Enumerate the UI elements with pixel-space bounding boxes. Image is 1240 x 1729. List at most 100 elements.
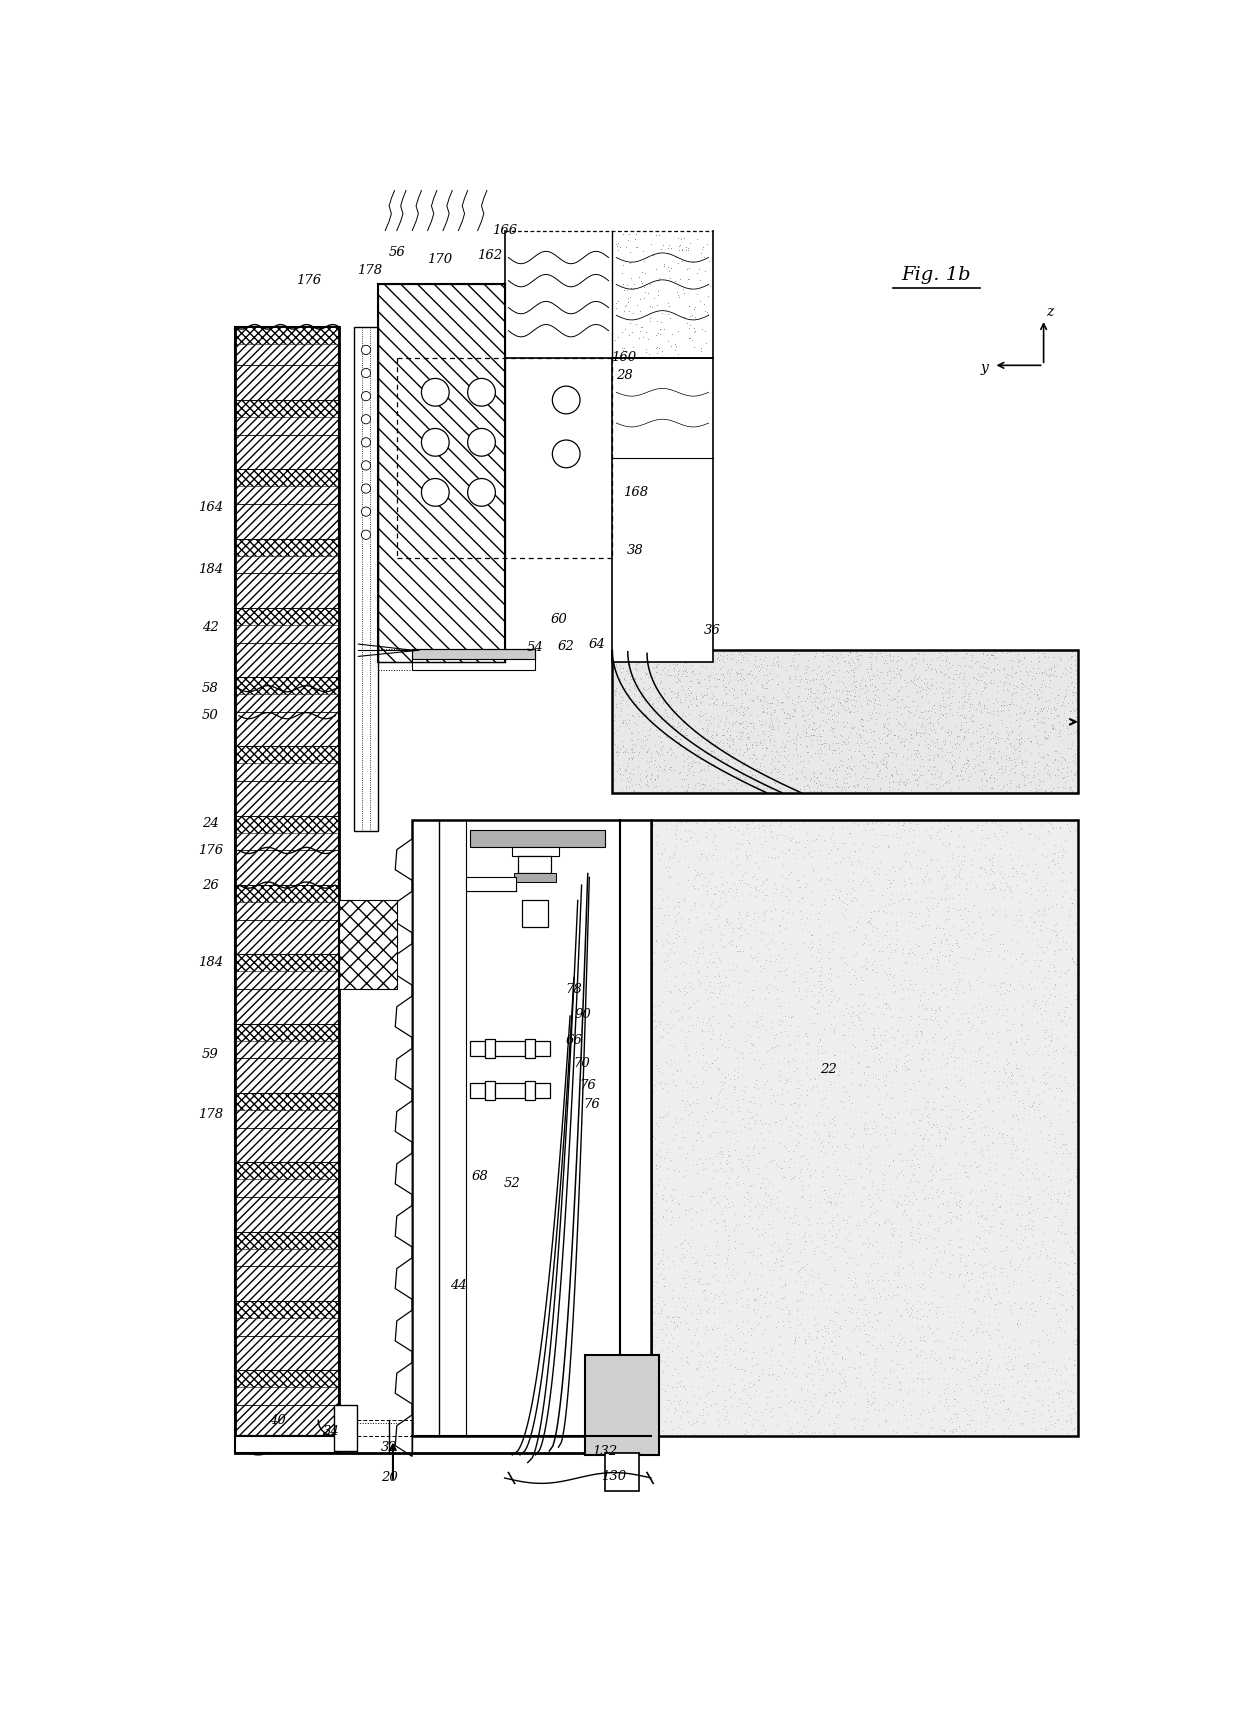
Point [975,1371,994,1399]
Point [816,730,836,757]
Point [689,669,709,697]
Point [1037,1138,1056,1165]
Point [758,688,777,716]
Point [1014,766,1034,794]
Point [931,1349,951,1376]
Point [640,716,660,743]
Point [657,766,677,794]
Point [925,761,945,788]
Point [750,759,770,787]
Point [914,1084,934,1112]
Point [993,773,1013,801]
Point [802,655,822,683]
Point [675,607,694,635]
Point [1030,911,1050,939]
Point [682,301,702,329]
Point [853,705,873,733]
Point [1029,953,1049,980]
Point [764,833,784,861]
Point [756,864,776,892]
Point [820,1122,839,1150]
Point [733,761,753,788]
Point [771,733,791,761]
Point [872,659,892,686]
Point [960,1179,980,1207]
Point [640,686,660,714]
Point [919,747,939,775]
Point [1066,1330,1086,1357]
Point [1047,1300,1066,1328]
Point [787,650,807,678]
Point [837,759,857,787]
Point [770,1236,790,1264]
Point [821,695,841,723]
Point [1011,657,1030,685]
Point [832,1207,852,1235]
Point [1013,999,1033,1027]
Point [967,1084,987,1112]
Point [858,1051,878,1079]
Point [1042,859,1061,887]
Point [653,475,673,503]
Point [831,640,851,667]
Point [651,467,671,494]
Point [1024,664,1044,692]
Point [893,996,913,1024]
Point [750,1119,770,1146]
Point [794,807,813,835]
Point [687,666,707,693]
Point [663,1126,683,1153]
Point [835,1022,854,1050]
Point [952,764,972,792]
Point [913,868,932,896]
Point [761,818,781,845]
Point [618,491,637,519]
Point [830,1361,849,1388]
Point [608,410,627,437]
Point [997,640,1017,667]
Point [750,655,770,683]
Point [880,664,900,692]
Point [985,972,1004,999]
Point [626,309,646,337]
Point [787,1075,807,1103]
Point [923,693,942,721]
Point [921,1065,941,1093]
Point [712,1347,732,1375]
Point [791,1141,811,1169]
Point [615,756,635,783]
Point [885,1024,905,1051]
Point [708,953,728,980]
Point [701,512,720,539]
Point [1009,896,1029,923]
Point [911,1044,931,1072]
Point [835,1286,854,1314]
Point [717,908,737,935]
Point [737,1134,756,1162]
Point [734,749,754,776]
Point [961,641,981,669]
Point [650,334,670,361]
Point [1044,737,1064,764]
Point [1055,679,1075,707]
Point [1033,901,1053,928]
Point [1056,809,1076,837]
Point [706,673,725,700]
Point [784,1330,804,1357]
Point [1006,678,1025,705]
Point [977,1084,997,1112]
Point [843,1257,863,1285]
Point [1039,752,1059,780]
Point [582,1423,601,1451]
Point [670,1006,689,1034]
Point [647,875,667,903]
Point [956,749,976,776]
Point [895,847,915,875]
Point [671,265,691,292]
Point [967,1229,987,1257]
Point [1033,666,1053,693]
Point [924,1224,944,1252]
Point [717,1262,737,1290]
Point [728,1278,748,1305]
Point [645,1292,665,1319]
